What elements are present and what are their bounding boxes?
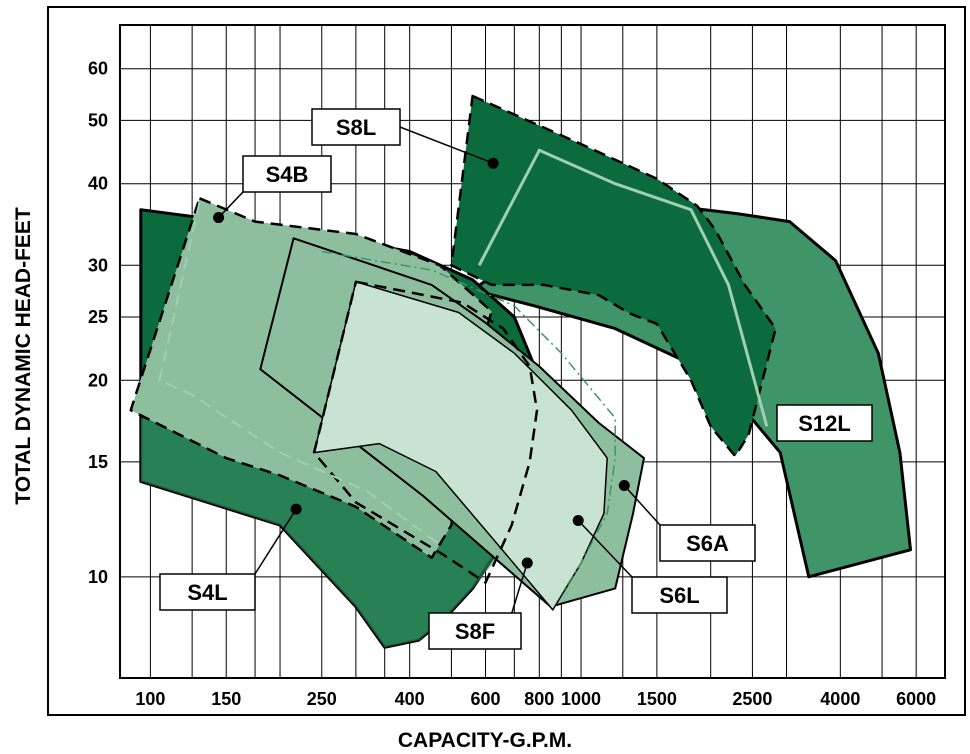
x-tick-label: 100 (135, 689, 165, 709)
y-tick-label: 25 (88, 307, 108, 327)
x-tick-label: 4000 (820, 689, 860, 709)
callout-box-s8f (428, 612, 522, 650)
callout-box-s6a (659, 524, 756, 562)
region-s8f (312, 280, 539, 584)
callout-label-s12l: S12L (798, 411, 851, 436)
marker-s4b (213, 212, 225, 224)
callout-label-s4b: S4B (266, 162, 309, 187)
x-tick-labels: 100 150 250 400 600 800 1000 1500 2500 4000 6000 (135, 689, 936, 709)
callout-box-s6l (631, 576, 728, 614)
callout-leaders: S8L S4B S4L S8F S6L S6A S12L (159, 108, 873, 650)
leader-s4b (218, 191, 244, 219)
x-axis-title: CAPACITY-G.P.M. (398, 729, 572, 752)
pump-regions (129, 94, 912, 649)
x-tick-label: 250 (307, 689, 337, 709)
x-tick-label: 6000 (896, 689, 936, 709)
leader-s6a (623, 485, 661, 526)
callout-box-s4l (159, 573, 256, 611)
x-tick-label: 600 (470, 689, 500, 709)
x-tick-label: 2500 (732, 689, 772, 709)
marker-s8l (487, 157, 499, 169)
y-tick-label: 15 (88, 452, 108, 472)
y-tick-label: 60 (88, 59, 108, 79)
leader-s6l (577, 519, 633, 578)
callout-label-s8l: S8L (336, 115, 376, 140)
plot-frame (119, 24, 946, 679)
region-s4l-lower-band (140, 418, 515, 648)
marker-s8f (521, 557, 533, 569)
y-tick-label: 20 (88, 370, 108, 390)
chart-outer-frame (47, 6, 966, 716)
y-tick-label: 50 (88, 110, 108, 130)
y-tick-label: 30 (88, 255, 108, 275)
x-tick-label: 150 (211, 689, 241, 709)
curve-s6a (321, 250, 616, 595)
y-axis-title: TOTAL DYNAMIC HEAD-FEET (12, 207, 35, 505)
x-tick-label: 1500 (637, 689, 677, 709)
callout-box-s12l (776, 404, 873, 442)
region-s12l (471, 204, 912, 579)
callout-label-s6a: S6A (686, 531, 729, 556)
marker-s4l (290, 503, 302, 515)
marker-s6l (572, 514, 584, 526)
leader-s4l (254, 508, 297, 575)
x-tick-label: 400 (395, 689, 425, 709)
curve-s4b (158, 201, 441, 546)
y-tick-labels: 10 15 20 25 30 40 50 60 (88, 59, 108, 587)
leader-s8f (511, 562, 528, 614)
callout-label-s6l: S6L (659, 583, 699, 608)
callout-label-s4l: S4L (187, 580, 227, 605)
callout-box-s4b (242, 155, 332, 193)
callout-label-s8f: S8F (455, 619, 495, 644)
region-s8l (450, 94, 777, 458)
x-tick-label: 800 (524, 689, 554, 709)
y-tick-label: 40 (88, 174, 108, 194)
marker-s6a (618, 480, 630, 492)
curve-s8l (477, 148, 769, 427)
x-tick-label: 1000 (561, 689, 601, 709)
leader-s8l (399, 126, 494, 164)
callout-box-s8l (311, 108, 401, 146)
y-tick-label: 10 (88, 567, 108, 587)
